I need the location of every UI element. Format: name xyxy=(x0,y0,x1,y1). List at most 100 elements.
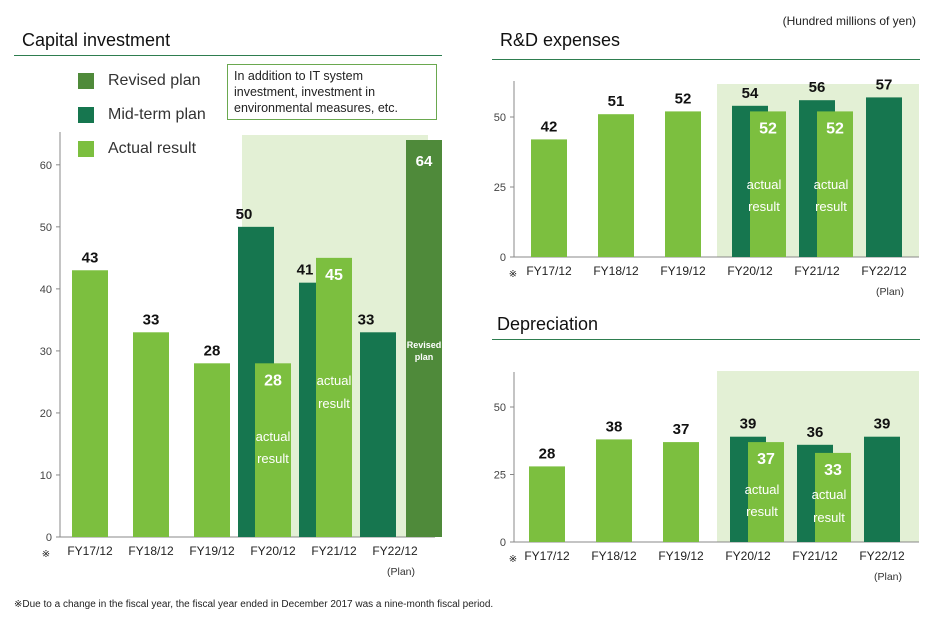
unit-note: (Hundred millions of yen) xyxy=(782,14,916,28)
legend-item-midterm: Mid-term plan xyxy=(78,98,206,132)
capex-x-tick-label: FY21/12 xyxy=(311,544,357,558)
capex-data-label: 43 xyxy=(82,249,99,266)
capex-bar-actual xyxy=(72,270,108,537)
capex-x-note-mark: ※ xyxy=(42,549,50,560)
capex-data-label: 64 xyxy=(416,153,433,170)
capex-y-tick-label: 50 xyxy=(40,222,52,234)
dep-x-tick-label: FY19/12 xyxy=(658,549,704,563)
capex-y-tick-label: 40 xyxy=(40,284,52,296)
rnd-actual-text: actual xyxy=(814,177,849,192)
rnd-actual-text: result xyxy=(748,199,780,214)
legend-label-actual: Actual result xyxy=(108,140,197,157)
rnd-bar-actual xyxy=(531,139,567,257)
dep-title-rule xyxy=(492,339,920,340)
dep-data-label: 39 xyxy=(874,416,891,433)
rnd-bar-midterm xyxy=(866,97,902,258)
capex-x-tick-label: FY20/12 xyxy=(250,544,296,558)
footnote: ※Due to a change in the fiscal year, the… xyxy=(14,599,494,610)
rnd-data-label: 57 xyxy=(876,76,893,93)
rnd-x-tick-label: FY20/12 xyxy=(727,264,773,278)
rnd-data-label: 51 xyxy=(608,93,625,110)
rnd-bar-actual xyxy=(750,111,786,258)
capex-revised-text: plan xyxy=(415,352,434,362)
legend-item-actual: Actual result xyxy=(78,132,206,166)
legend-swatch-midterm xyxy=(78,107,94,123)
capex-data-label: 50 xyxy=(236,206,253,223)
capex-data-label: 45 xyxy=(325,267,343,284)
capex-data-label: 33 xyxy=(143,311,160,328)
rnd-data-label: 42 xyxy=(541,118,558,135)
capex-y-tick-label: 60 xyxy=(40,160,52,172)
rnd-x-note-mark: ※ xyxy=(509,269,517,280)
legend-swatch-revised xyxy=(78,73,94,89)
dep-y-tick-label: 50 xyxy=(494,402,506,414)
legend-label-revised: Revised plan xyxy=(108,72,201,89)
capex-bar-revised xyxy=(406,140,442,537)
capex-x-tick-label: FY18/12 xyxy=(128,544,174,558)
capex-bar-midterm xyxy=(360,332,396,537)
capex-y-tick-label: 10 xyxy=(40,470,52,482)
dep-y-tick-label: 25 xyxy=(494,470,506,482)
dep-data-label: 28 xyxy=(539,445,556,462)
capex-x-note-label: (Plan) xyxy=(387,566,415,578)
dep-x-tick-label: FY21/12 xyxy=(792,549,838,563)
dep-x-tick-label: FY18/12 xyxy=(591,549,637,563)
rnd-y-tick-label: 50 xyxy=(494,112,506,124)
rnd-bar-actual xyxy=(665,111,701,258)
dep-bar-actual xyxy=(748,442,784,542)
rnd-data-label: 54 xyxy=(742,85,759,102)
rnd-x-note-label: (Plan) xyxy=(876,286,904,298)
capex-data-label: 41 xyxy=(297,262,314,279)
capex-actual-text: actual xyxy=(256,429,291,444)
dep-y-tick-label: 0 xyxy=(500,537,506,549)
callout-box: In addition to IT system investment, inv… xyxy=(227,64,437,120)
rnd-data-label: 52 xyxy=(675,90,692,107)
rnd-bar-actual xyxy=(598,114,634,257)
rnd-x-tick-label: FY17/12 xyxy=(526,264,572,278)
capex-y-tick-label: 0 xyxy=(46,532,52,544)
rnd-title: R&D expenses xyxy=(500,30,621,50)
dep-data-label: 33 xyxy=(824,462,842,479)
legend-swatch-actual xyxy=(78,141,94,157)
capex-data-label: 28 xyxy=(264,372,282,389)
dep-x-tick-label: FY22/12 xyxy=(859,549,905,563)
capex-bar-actual xyxy=(133,332,169,537)
dep-data-label: 36 xyxy=(807,424,824,441)
rnd-data-label: 52 xyxy=(759,120,777,137)
legend: Revised plan Mid-term plan Actual result xyxy=(78,64,206,166)
capex-x-tick-label: FY22/12 xyxy=(372,544,418,558)
dep-bar-actual xyxy=(529,466,565,542)
capex-bar-actual xyxy=(316,257,352,537)
capex-actual-text: result xyxy=(318,396,350,411)
legend-item-revised: Revised plan xyxy=(78,64,206,98)
dep-actual-text: actual xyxy=(812,487,847,502)
rnd-bar-actual xyxy=(817,111,853,258)
capex-data-label: 28 xyxy=(204,342,221,359)
dep-bar-actual xyxy=(596,439,632,542)
rnd-x-tick-label: FY18/12 xyxy=(593,264,639,278)
rnd-x-tick-label: FY21/12 xyxy=(794,264,840,278)
capex-x-tick-label: FY19/12 xyxy=(189,544,235,558)
rnd-y-tick-label: 25 xyxy=(494,182,506,194)
dep-bar-actual xyxy=(815,452,851,542)
capex-y-tick-label: 20 xyxy=(40,408,52,420)
capex-title-rule xyxy=(14,55,442,56)
capex-actual-text: result xyxy=(257,451,289,466)
rnd-x-tick-label: FY19/12 xyxy=(660,264,706,278)
dep-x-tick-label: FY17/12 xyxy=(524,549,570,563)
capex-x-tick-label: FY17/12 xyxy=(67,544,113,558)
rnd-title-rule xyxy=(492,59,920,60)
capex-actual-text: actual xyxy=(317,373,352,388)
dep-data-label: 37 xyxy=(757,451,775,468)
dep-data-label: 38 xyxy=(606,418,623,435)
capex-bar-actual xyxy=(255,363,291,537)
dep-x-note-mark: ※ xyxy=(509,554,517,565)
dep-x-tick-label: FY20/12 xyxy=(725,549,771,563)
dep-x-note-label: (Plan) xyxy=(874,571,902,583)
capex-title: Capital investment xyxy=(22,30,171,50)
rnd-data-label: 52 xyxy=(826,120,844,137)
dep-data-label: 37 xyxy=(673,421,690,438)
dep-data-label: 39 xyxy=(740,416,757,433)
rnd-y-tick-label: 0 xyxy=(500,252,506,264)
